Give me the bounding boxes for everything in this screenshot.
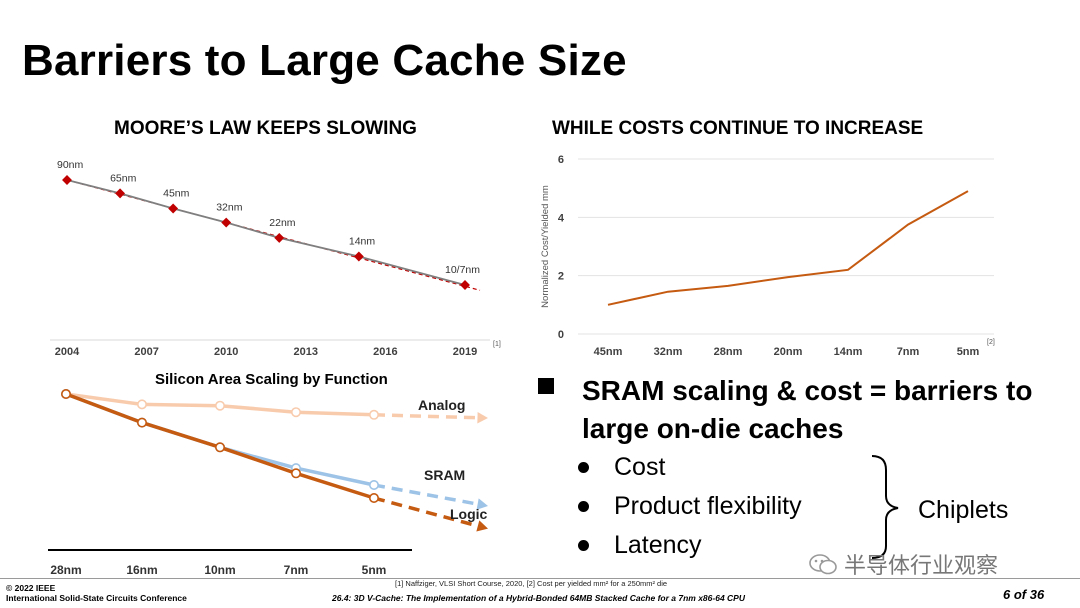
x-tick-label: 5nm (957, 346, 980, 358)
reference-label: [2] (987, 339, 995, 346)
x-tick-label: 28nm (50, 563, 81, 577)
x-tick-label: 2010 (214, 346, 238, 358)
footer-references: [1] Naffziger, VLSI Short Course, 2020, … (395, 579, 668, 588)
area-scaling-chart-title: Silicon Area Scaling by Function (155, 371, 388, 388)
y-tick-label: 4 (558, 212, 565, 224)
footer-copyright: © 2022 IEEE International Solid-State Ci… (6, 583, 187, 603)
data-point (137, 399, 148, 410)
area-scaling-chart: 28nm 16nm 10nm 7nm 5nm Analog SRAM Logic (48, 389, 488, 577)
moores-law-chart-title: MOORE’S LAW KEEPS SLOWING (114, 118, 417, 139)
point-label: 14nm (349, 236, 376, 248)
arrowhead (476, 520, 488, 532)
x-tick-label: 7nm (897, 346, 920, 358)
watermark-text: 半导体行业观察 (844, 553, 999, 578)
x-tick-label: 2013 (294, 346, 318, 358)
data-point (137, 417, 148, 428)
arrowhead (476, 498, 488, 510)
sub-bullet-text: Cost (614, 453, 666, 481)
moores-law-chart: 2004 2007 2010 2013 2016 2019 90nm 65nm 45nm 32nm… (50, 159, 501, 358)
slide-title: Barriers to Large Cache Size (22, 36, 627, 85)
data-point (368, 493, 379, 504)
data-point (353, 251, 364, 262)
data-point (368, 480, 379, 491)
reference-label: [1] (493, 341, 501, 348)
x-tick-label: 5nm (362, 563, 387, 577)
data-point (115, 188, 126, 199)
main-bullet-text: SRAM scaling & cost = barriers to large … (582, 375, 1033, 444)
x-tick-label: 2004 (55, 346, 80, 358)
y-tick-label: 6 (558, 154, 564, 166)
point-label: 90nm (57, 159, 84, 171)
bullet-dot-icon (578, 540, 589, 551)
series-label: SRAM (424, 467, 465, 483)
watermark: 半导体行业观察 (808, 548, 998, 580)
data-point (215, 442, 226, 453)
cost-chart: 0 2 4 6 45nm 32nm 28nm 20nm 14nm 7nm 5nm Normalized… (540, 154, 995, 358)
data-point (221, 217, 232, 228)
extrapolation-line (373, 483, 479, 506)
x-tick-label: 20nm (774, 346, 803, 358)
bullet-dot-icon (578, 462, 589, 473)
data-point (215, 400, 226, 411)
data-point (60, 389, 71, 399)
sub-bullet-text: Latency (614, 531, 702, 559)
x-tick-label: 45nm (594, 346, 623, 358)
page-number: 6 of 36 (1003, 587, 1045, 602)
x-tick-label: 2016 (373, 346, 397, 358)
bullet-dot-icon (578, 501, 589, 512)
data-point (290, 407, 301, 418)
wechat-icon (809, 554, 837, 575)
y-tick-label: 2 (558, 271, 564, 283)
data-point (168, 203, 179, 214)
data-point (62, 175, 72, 185)
x-tick-label: 2019 (453, 346, 477, 358)
x-tick-label: 10nm (204, 563, 235, 577)
series-label: Logic (450, 506, 488, 522)
y-tick-label: 0 (558, 329, 564, 341)
footer-paper-title: 26.4: 3D V-Cache: The Implementation of … (332, 593, 745, 603)
point-label: 45nm (163, 187, 190, 199)
x-tick-label: 2007 (134, 346, 158, 358)
conference-name: International Solid-State Circuits Confe… (6, 593, 187, 603)
x-tick-label: 7nm (284, 563, 309, 577)
point-label: 65nm (110, 172, 137, 184)
copyright-text: © 2022 IEEE (6, 583, 56, 593)
x-tick-label: 28nm (714, 346, 743, 358)
cost-chart-title: WHILE COSTS CONTINUE TO INCREASE (552, 118, 924, 139)
curly-brace-icon (871, 455, 899, 559)
data-point (290, 468, 301, 479)
chiplets-label: Chiplets (918, 496, 1009, 524)
data-point (368, 409, 379, 420)
arrowhead (477, 411, 488, 424)
point-label: 22nm (269, 217, 296, 229)
data-point (274, 232, 285, 243)
sub-bullet-text: Product flexibility (614, 492, 802, 520)
x-tick-label: 14nm (834, 346, 863, 358)
data-point (460, 280, 470, 290)
footer-divider (0, 578, 1080, 579)
square-bullet-icon (538, 378, 554, 394)
series-label: Analog (418, 397, 465, 413)
y-axis-label: Normalized Cost/Yielded mm (540, 185, 551, 308)
x-tick-label: 16nm (126, 563, 157, 577)
cost-series-line (607, 190, 969, 306)
x-tick-label: 32nm (654, 346, 683, 358)
point-label: 32nm (216, 202, 243, 214)
point-label: 10/7nm (445, 264, 480, 276)
extrapolation-line (373, 413, 479, 420)
node-series-line (66, 179, 466, 286)
